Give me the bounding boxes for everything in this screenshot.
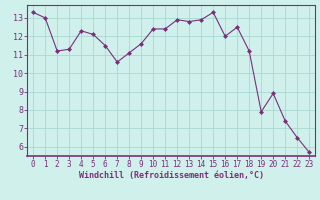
X-axis label: Windchill (Refroidissement éolien,°C): Windchill (Refroidissement éolien,°C) — [79, 171, 264, 180]
